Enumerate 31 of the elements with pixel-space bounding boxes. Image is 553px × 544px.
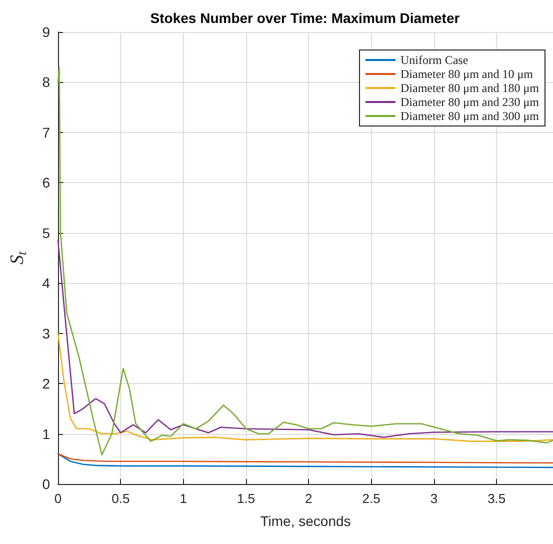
legend-label: Uniform Case [400, 53, 468, 67]
x-tick-label: 1 [180, 491, 187, 506]
x-tick-label: 1.5 [236, 491, 256, 506]
y-tick-label: 0 [42, 476, 50, 492]
y-tick-label: 1 [42, 426, 50, 442]
y-tick-label: 5 [42, 224, 50, 241]
x-tick-label: 3 [430, 491, 438, 506]
y-tick-label: 7 [42, 124, 50, 140]
x-tick-label: 2.5 [362, 491, 380, 506]
legend-label: Diameter 80 μm and 10 μm [400, 67, 534, 81]
line-series [57, 453, 553, 468]
chart-title: Stokes Number over Time: Maximum Diameter [150, 10, 460, 26]
y-tick-label: 9 [42, 24, 50, 40]
x-tick-label: 0 [54, 491, 62, 506]
x-tick-label: 2 [305, 491, 312, 506]
legend-label: Diameter 80 μm and 300 μm [400, 109, 540, 123]
x-tick-label: 0.5 [112, 491, 130, 506]
y-axis-title: St [7, 251, 29, 265]
legend-label: Diameter 80 μm and 230 μm [400, 95, 540, 109]
y-tick-label: 2 [42, 376, 50, 392]
x-tick-label: 3.5 [488, 491, 506, 506]
line-series [57, 332, 553, 442]
line-series [57, 66, 553, 456]
y-tick-label: 4 [42, 275, 50, 292]
y-tick-label: 6 [42, 174, 50, 191]
y-tick-label: 8 [42, 74, 50, 90]
y-tick-label: 3 [42, 325, 50, 342]
line-series [57, 240, 553, 438]
line-series [57, 453, 553, 464]
legend-label: Diameter 80 μm and 180 μm [400, 81, 540, 95]
x-axis-title: Time, seconds [260, 513, 351, 529]
